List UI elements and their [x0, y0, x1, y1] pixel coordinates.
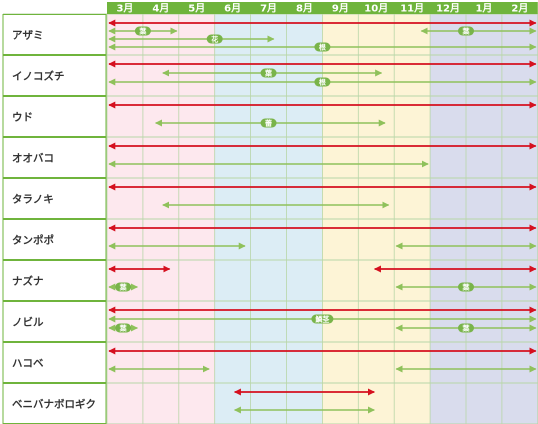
pill-badge [115, 323, 132, 333]
pill-badge [260, 118, 277, 128]
plant-label-cell [2, 342, 107, 383]
month-label: 4月 [152, 3, 169, 15]
plant-name: ナズナ [12, 275, 44, 288]
plant-name: タラノキ [12, 194, 54, 206]
pill-label: 葉 [462, 324, 471, 333]
plant-label-cell [2, 260, 107, 301]
plant-name: オオバコ [12, 153, 54, 165]
month-label: 8月 [296, 3, 313, 15]
pill-label: 葉 [462, 283, 471, 292]
plant-name: ハコベ [12, 358, 44, 370]
plant-label-cell [2, 55, 107, 96]
pill-label: 蕾 [265, 119, 272, 128]
pill-label: 葉 [138, 27, 147, 36]
pill-label: 葉 [119, 283, 128, 292]
plant-name: アザミ [12, 30, 44, 42]
month-label: 3月 [116, 3, 133, 15]
month-label: 2月 [511, 3, 528, 15]
plant-label-cell [2, 219, 107, 260]
pill-label: 葉 [264, 69, 273, 78]
pill-badge [115, 282, 132, 292]
month-label: 9月 [332, 3, 349, 15]
pill-label: 花 [211, 35, 218, 44]
pill-badge [314, 42, 331, 52]
plant-name: ウド [12, 112, 33, 124]
pill-label: 葉 [119, 324, 128, 333]
pill-badge [206, 34, 223, 44]
pill-label: 鱗茎 [314, 315, 329, 324]
pill-label: 葉 [462, 27, 471, 36]
month-label: 7月 [260, 3, 277, 15]
month-label: 6月 [224, 3, 241, 15]
month-label: 12月 [436, 3, 460, 15]
month-header-bar [107, 2, 538, 14]
pill-badge [458, 282, 474, 292]
plant-name: タンポポ [12, 234, 54, 247]
pill-badge [311, 314, 334, 324]
period-arrows: 葉葉花根葉根蕾葉 葉鱗茎葉葉 [108, 19, 537, 414]
pill-badge [458, 323, 474, 333]
month-header: 3月 4月 5月 6月 7月 8月 9月 10月 11月 12月 1月 2月 [107, 2, 538, 15]
plant-name: ノビル [12, 316, 44, 329]
plant-name: ベニバナボロギク [12, 398, 96, 411]
month-label: 10月 [364, 3, 388, 15]
pill-badge [458, 26, 474, 36]
pill-badge [260, 68, 277, 78]
plant-label-cell [2, 14, 107, 55]
plant-label-cell [2, 301, 107, 342]
pill-label: 根 [319, 78, 326, 87]
pill-label: 根 [319, 43, 326, 52]
month-label: 5月 [188, 3, 205, 15]
pill-badge [314, 77, 331, 87]
plant-name: イノコズチ [12, 70, 65, 83]
month-label: 11月 [400, 3, 424, 15]
pill-badge [134, 26, 151, 36]
plant-label-cell [2, 96, 107, 137]
plant-label-cell [2, 137, 107, 178]
plant-label-cell [2, 178, 107, 219]
month-label: 1月 [475, 3, 492, 15]
